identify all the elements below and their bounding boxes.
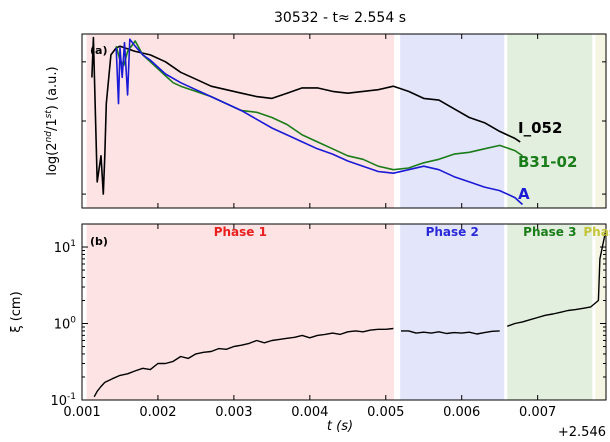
figure-title: 30532 - t≈ 2.554 s: [274, 10, 406, 26]
panel-b-phase-band-1: [86, 224, 395, 400]
panel-b-xtick-label-7: 0.007: [519, 405, 556, 420]
panel-b-phase-band-2: [400, 224, 505, 400]
panel-b-ytick-label-2: 100: [54, 316, 77, 333]
panel-b-phase-bands: [86, 224, 606, 400]
panel-a-series-lines: [91, 36, 524, 206]
panel-a-ticks: [81, 34, 606, 208]
panel-b-ylabel: ξ (cm): [9, 291, 24, 332]
panel-b-ticks: [81, 224, 606, 401]
panel-a-ylabel-sup1: nd: [44, 131, 54, 143]
panel-b-series-segment-1: [93, 327, 394, 398]
panel-b-xtick-label-4: 0.004: [291, 405, 328, 420]
panel-b-phase-band-3: [507, 224, 593, 400]
panel-a-ylabel-sup2: st: [44, 110, 54, 119]
panel-b-xtick-label-6: 0.006: [443, 405, 480, 420]
panel-b-ytick-label-3: 101: [54, 239, 76, 256]
panel-a-series-line-3: [115, 38, 524, 206]
panel-b-xtick-labels: 0.001 0.002 0.003 0.004 0.005 0.006 0.007: [63, 405, 556, 420]
panel-a-ylabel: log(2nd/1st) (a.u.): [44, 66, 60, 175]
panel-b-xtick-label-5: 0.005: [367, 405, 404, 420]
phase-label-2: Phase 2: [426, 225, 479, 239]
panel-a-ylabel-pre: log(2: [45, 142, 60, 175]
panel-b-ytick-labels: 10-1 100 101: [50, 239, 76, 409]
panel-a-phase-band-3: [507, 34, 593, 208]
panel-b-series-lines: [93, 229, 607, 398]
panel-b-phase-band-4: [595, 224, 606, 400]
legend-label-a: A: [518, 185, 530, 203]
panel-a-ylabel-mid: /1: [45, 118, 60, 131]
phase-label-1: Phase 1: [214, 225, 267, 239]
panel-a-phase-band-1: [86, 34, 395, 208]
legend-label-b3102: B31-02: [518, 153, 577, 171]
panel-a-phase-band-4: [595, 34, 606, 208]
panel-a-phase-band-2: [400, 34, 505, 208]
panel-a-series-line-1: [91, 36, 521, 195]
panel-b-xtick-label-1: 0.001: [63, 405, 100, 420]
panel-b-phase-labels: Phase 1 Phase 2 Phase 3 Phase 4: [214, 225, 610, 239]
panel-b-xtick-label-2: 0.002: [139, 405, 176, 420]
panel-a-ylabel-post: ) (a.u.): [45, 66, 60, 110]
x-axis-label: t (s): [327, 419, 353, 434]
legend-label-i052: I_052: [518, 119, 562, 137]
panel-b-label: (b): [90, 235, 108, 248]
panel-b-frame: [81, 223, 607, 401]
panel-a: (a) log(2nd/1st) (a.u.) I_052 B31-02 A: [44, 33, 607, 209]
panel-a-label: (a): [90, 44, 107, 57]
panel-b-xtick-label-3: 0.003: [215, 405, 252, 420]
panel-b-series-segment-2: [401, 330, 500, 335]
phase-label-3: Phase 3: [523, 225, 576, 239]
panel-b-ytick-label-1: 10-1: [50, 392, 76, 409]
x-offset-label: +2.546: [558, 425, 606, 440]
panel-b-series-segment-3: [507, 229, 607, 327]
phase-label-4: Phase 4: [583, 225, 610, 239]
panel-a-phase-bands: [86, 34, 606, 208]
